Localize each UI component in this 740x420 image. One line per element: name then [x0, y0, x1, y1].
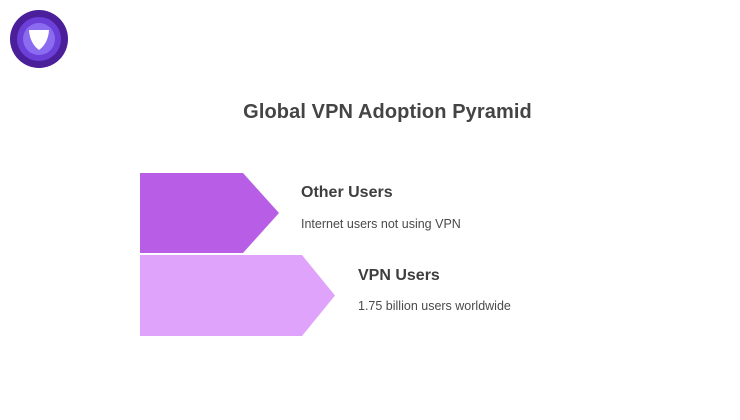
tier-vpn-users-arrow [140, 255, 335, 336]
tier-other-users-description: Internet users not using VPN [301, 217, 461, 231]
tier-other-users [140, 173, 280, 253]
tier-vpn-users-title: VPN Users [358, 267, 440, 284]
tier-vpn-users [140, 255, 336, 336]
tier-other-users-arrow [140, 173, 279, 253]
shield-icon [10, 10, 68, 68]
tier-other-users-title: Other Users [301, 184, 393, 201]
tier-vpn-users-description: 1.75 billion users worldwide [358, 299, 511, 313]
page-title: Global VPN Adoption Pyramid [243, 101, 532, 123]
logo [10, 10, 68, 68]
